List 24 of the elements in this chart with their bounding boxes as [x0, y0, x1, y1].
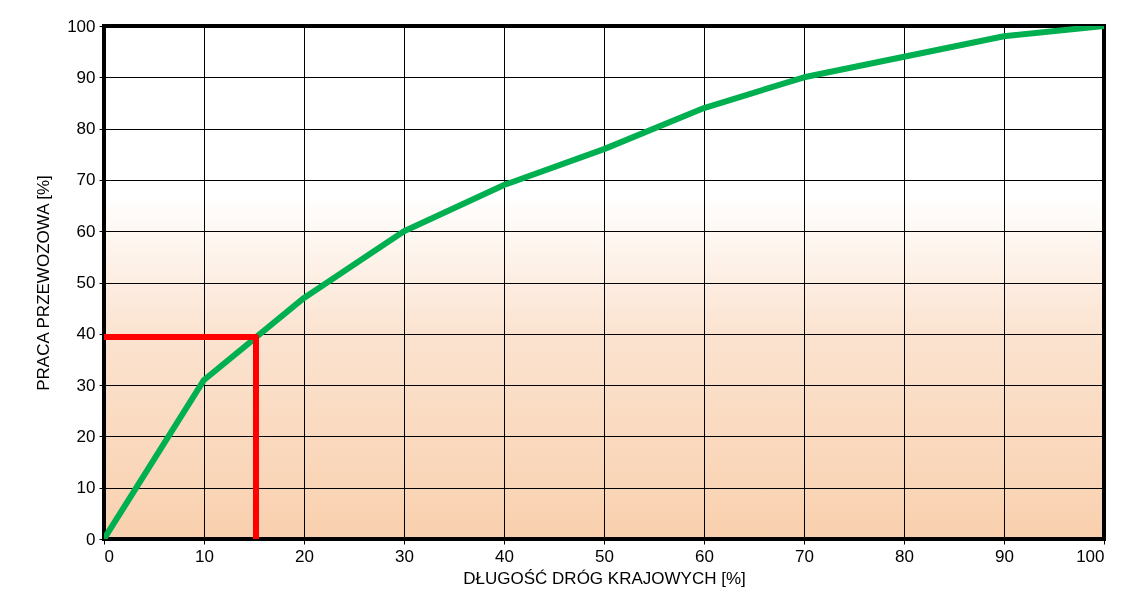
y-axis-title: PRACA PRZEWOZOWA [%] — [34, 175, 54, 391]
x-tick-label: 20 — [295, 546, 314, 566]
y-tick-label: 20 — [76, 426, 96, 446]
y-tick-label: 90 — [76, 67, 96, 87]
x-tick-label: 10 — [195, 546, 214, 566]
y-tick-label: 30 — [76, 375, 96, 395]
x-tick-label: 90 — [995, 546, 1014, 566]
y-tick-label: 50 — [76, 273, 96, 292]
y-tick-label: 0 — [86, 529, 96, 549]
y-tick-label: 10 — [76, 478, 96, 498]
x-tick-label: 40 — [495, 546, 514, 566]
y-tick-label: 100 — [67, 16, 96, 36]
y-tick-label: 40 — [76, 324, 96, 344]
y-tick-label: 70 — [76, 170, 96, 190]
x-tick-label: 0 — [104, 546, 114, 566]
x-tick-label: 60 — [695, 546, 714, 566]
x-tick-label: 80 — [895, 546, 914, 566]
x-tick-label: 50 — [595, 546, 614, 566]
x-axis-title: DŁUGOŚĆ DRÓG KRAJOWYCH [%] — [463, 568, 746, 588]
x-tick-label: 30 — [395, 546, 414, 566]
y-tick-label: 80 — [76, 119, 96, 139]
x-tick-label: 100 — [1076, 546, 1105, 566]
y-tick-label: 60 — [76, 221, 96, 241]
x-tick-label: 70 — [795, 546, 814, 566]
